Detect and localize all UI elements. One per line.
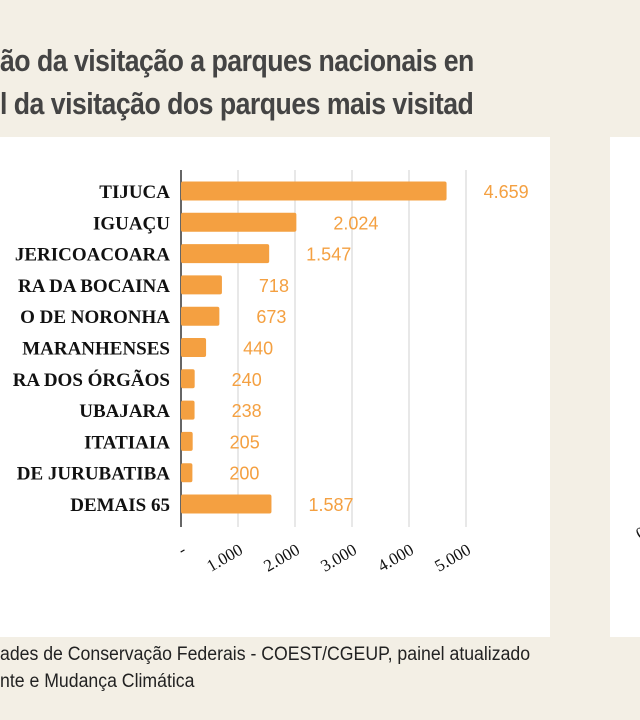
bars [181, 181, 447, 514]
data-label: 440 [243, 339, 273, 359]
second-chart-panel [610, 137, 640, 637]
category-label: RA DA BOCAINA [18, 276, 170, 297]
second-chart-tick-label: 0 [633, 523, 640, 544]
category-label: JERICOACOARA [15, 245, 170, 266]
x-tick-label: 1.000 [203, 540, 246, 576]
bar [181, 306, 220, 326]
data-label: 2.024 [333, 213, 378, 233]
data-label: 1.587 [308, 495, 353, 515]
category-label: DEMAIS 65 [70, 495, 170, 516]
bar [181, 463, 193, 483]
category-label: IGUAÇU [93, 213, 170, 234]
bar [181, 494, 272, 514]
source-note-line-2: nte e Mudança Climática [0, 671, 195, 692]
category-labels: TIJUCA IGUAÇU JERICOACOARA RA DA BOCAINA O D… [13, 182, 171, 516]
x-tick-labels: -1.000 2.000 3.000 4.000 5.000 [175, 540, 474, 576]
x-tick-label: 3.000 [317, 540, 360, 576]
data-label: 4.659 [484, 182, 529, 202]
category-label: ITATIAIA [84, 432, 170, 453]
data-label: 718 [259, 276, 289, 296]
data-label: 673 [256, 307, 286, 327]
source-note-line-1: ades de Conservação Federais - COEST/CGE… [0, 644, 531, 665]
bar [181, 244, 270, 264]
category-label: UBAJARA [79, 401, 170, 422]
x-tick-label: - [175, 540, 190, 559]
chart-title-line-1: ão da visitação a parques nacionais en [0, 43, 474, 78]
category-label: O DE NORONHA [20, 307, 170, 328]
bar [181, 275, 222, 295]
category-label: RA DOS ÓRGÃOS [13, 369, 170, 391]
data-label: 238 [232, 401, 262, 421]
category-label: TIJUCA [99, 182, 170, 203]
data-label: 205 [230, 432, 260, 452]
bar [181, 400, 195, 420]
x-tick-label: 5.000 [431, 540, 474, 576]
bar [181, 212, 297, 232]
bar [181, 181, 447, 201]
x-tick-label: 4.000 [374, 540, 417, 576]
bar [181, 369, 195, 389]
value-labels: 4.659 2.024 1.547 718 673 440 240 238 205 200 1.58… [229, 182, 528, 515]
data-label: 1.547 [306, 245, 351, 265]
data-label: 200 [229, 464, 259, 484]
bar [181, 338, 207, 357]
chart-subtitle-line-2: l da visitação dos parques mais visitad [0, 86, 474, 121]
category-label: MARANHENSES [22, 339, 170, 360]
x-tick-label: 2.000 [260, 540, 303, 576]
bar [181, 431, 193, 451]
category-label: DE JURUBATIBA [17, 464, 171, 485]
data-label: 240 [232, 370, 262, 390]
